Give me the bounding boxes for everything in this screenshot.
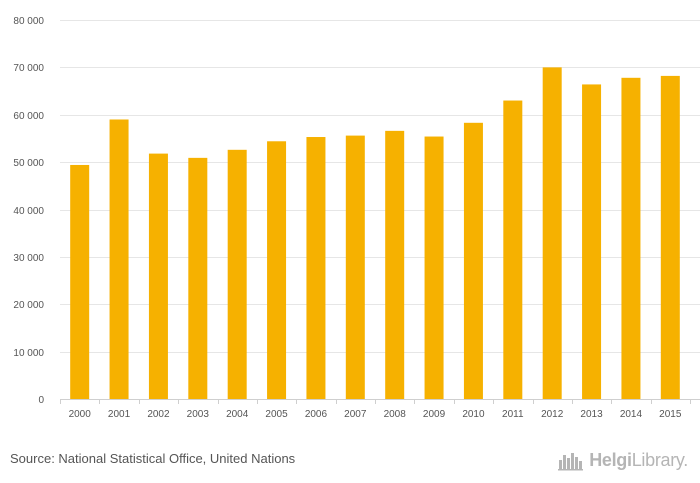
bar-chart: 0 10 000 20 000 30 000 40 000 50 000 60 000 70 … <box>13 16 700 420</box>
bar-2004[interactable] <box>227 149 247 399</box>
x-tick-label-2003: 2003 <box>187 409 210 420</box>
x-tick-label-2013: 2013 <box>580 409 603 420</box>
brand-name-suffix: . <box>683 449 688 470</box>
bar-2007[interactable] <box>345 135 365 399</box>
x-tick-label-2009: 2009 <box>423 409 446 420</box>
x-tick-label-2015: 2015 <box>659 409 682 420</box>
bar-2002[interactable] <box>148 153 168 399</box>
bar-2012[interactable] <box>542 67 562 400</box>
x-tick-label-2014: 2014 <box>620 409 643 420</box>
bar-2001[interactable] <box>109 119 129 400</box>
brand-name: HelgiLibrary. <box>589 450 688 471</box>
bar-2000[interactable] <box>70 164 90 399</box>
y-tick-label: 20 000 <box>13 300 44 311</box>
y-tick-label: 70 000 <box>13 63 44 74</box>
y-tick-label: 80 000 <box>13 16 44 27</box>
bar-2011[interactable] <box>503 100 523 399</box>
bar-2010[interactable] <box>463 122 483 400</box>
helgi-library-logo-icon <box>558 453 584 471</box>
y-tick-label: 30 000 <box>13 253 44 264</box>
bar-2006[interactable] <box>306 137 326 399</box>
x-tick-label-2007: 2007 <box>344 409 367 420</box>
x-tick-label-2001: 2001 <box>108 409 131 420</box>
x-tick-label-2000: 2000 <box>69 409 92 420</box>
x-tick-label-2005: 2005 <box>265 409 288 420</box>
bar-2008[interactable] <box>385 130 405 400</box>
x-tick-label-2006: 2006 <box>305 409 328 420</box>
y-tick-label: 0 <box>38 395 44 406</box>
x-tick-label-2004: 2004 <box>226 409 249 420</box>
bar-2005[interactable] <box>267 141 287 399</box>
bar-2014[interactable] <box>621 77 641 400</box>
brand-name-regular: Library <box>631 449 684 470</box>
bars <box>70 67 680 400</box>
brand-name-bold: Helgi <box>589 449 632 470</box>
y-tick-label: 50 000 <box>13 158 44 169</box>
y-tick-label: 60 000 <box>13 111 44 122</box>
x-axis-tick-labels: 2000 2001 2002 2003 2004 2005 2006 2007 2008 2009… <box>69 409 682 420</box>
y-tick-label: 40 000 <box>13 206 44 217</box>
x-tick-label-2008: 2008 <box>384 409 407 420</box>
x-tick-label-2012: 2012 <box>541 409 564 420</box>
x-tick-label-2011: 2011 <box>502 409 524 420</box>
bar-2009[interactable] <box>424 136 444 400</box>
bar-2015[interactable] <box>660 75 680 400</box>
source-note: Source: National Statistical Office, Uni… <box>10 451 296 466</box>
y-tick-label: 10 000 <box>13 348 44 359</box>
bar-2003[interactable] <box>188 157 208 399</box>
brand-logo[interactable]: HelgiLibrary. <box>558 447 688 473</box>
x-tick-label-2002: 2002 <box>147 409 170 420</box>
x-axis <box>60 399 700 404</box>
x-tick-label-2010: 2010 <box>462 409 485 420</box>
bar-2013[interactable] <box>582 84 602 400</box>
y-axis-tick-labels: 0 10 000 20 000 30 000 40 000 50 000 60 000 70 … <box>13 16 44 406</box>
